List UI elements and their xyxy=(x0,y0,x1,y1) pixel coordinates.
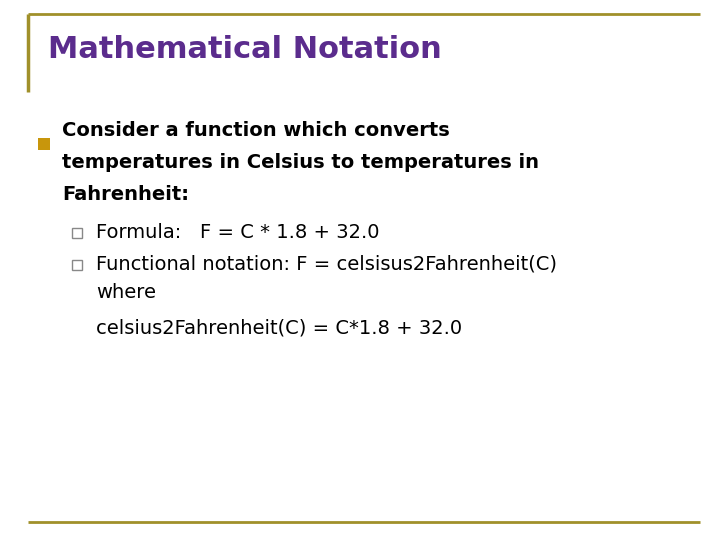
Text: Fahrenheit:: Fahrenheit: xyxy=(62,185,189,204)
Text: temperatures in Celsius to temperatures in: temperatures in Celsius to temperatures … xyxy=(62,152,539,172)
Bar xyxy=(72,260,82,270)
Text: Mathematical Notation: Mathematical Notation xyxy=(48,36,442,64)
Text: Formula:   F = C * 1.8 + 32.0: Formula: F = C * 1.8 + 32.0 xyxy=(96,222,379,241)
Text: where: where xyxy=(96,282,156,301)
Text: Functional notation: F = celsisus2Fahrenheit(C): Functional notation: F = celsisus2Fahren… xyxy=(96,254,557,273)
Text: Consider a function which converts: Consider a function which converts xyxy=(62,120,450,139)
Bar xyxy=(72,228,82,238)
Bar xyxy=(38,138,50,150)
Text: celsius2Fahrenheit(C) = C*1.8 + 32.0: celsius2Fahrenheit(C) = C*1.8 + 32.0 xyxy=(96,319,462,338)
